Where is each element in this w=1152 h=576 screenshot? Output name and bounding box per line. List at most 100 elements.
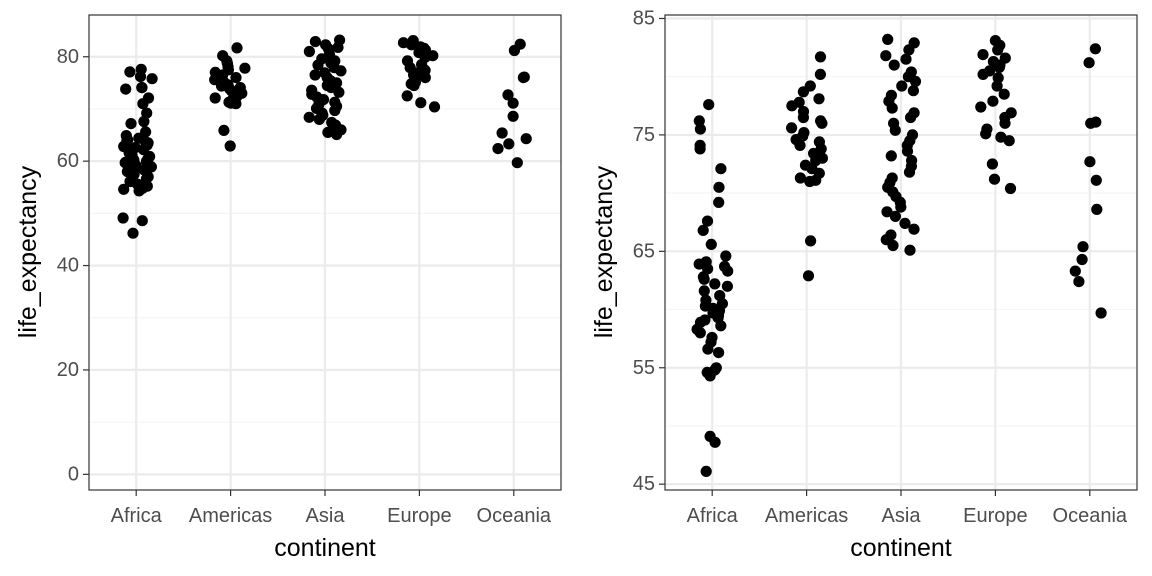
x-tick-label-asia: Asia bbox=[882, 505, 922, 527]
data-point-asia bbox=[881, 206, 893, 218]
data-point-africa bbox=[141, 107, 153, 119]
x-tick-label-europe: Europe bbox=[387, 505, 452, 527]
x-tick-label-americas: Americas bbox=[765, 505, 848, 527]
data-point-europe bbox=[999, 117, 1011, 129]
data-point-oceania bbox=[507, 110, 519, 122]
data-point-europe bbox=[998, 88, 1010, 100]
data-point-asia bbox=[882, 33, 894, 46]
data-point-asia bbox=[335, 65, 347, 77]
data-point-americas bbox=[813, 93, 825, 105]
data-point-africa bbox=[693, 258, 705, 270]
data-point-americas bbox=[231, 42, 243, 54]
data-point-oceania bbox=[511, 157, 523, 169]
data-point-americas bbox=[218, 124, 230, 136]
data-point-oceania bbox=[1085, 117, 1097, 129]
data-point-asia bbox=[899, 217, 911, 229]
data-point-asia bbox=[905, 111, 917, 124]
x-axis-title: continent bbox=[850, 534, 952, 562]
data-point-europe bbox=[415, 97, 427, 109]
x-tick-label-americas: Americas bbox=[189, 505, 272, 527]
data-point-europe bbox=[980, 128, 992, 140]
data-point-asia bbox=[908, 223, 920, 235]
data-point-americas bbox=[230, 98, 242, 110]
data-point-africa bbox=[704, 370, 716, 382]
data-point-africa bbox=[705, 238, 717, 250]
data-point-africa bbox=[713, 181, 725, 193]
data-point-oceania bbox=[507, 97, 519, 109]
data-point-asia bbox=[885, 150, 897, 162]
x-tick-label-africa: Africa bbox=[687, 505, 739, 527]
data-point-europe bbox=[975, 101, 987, 113]
data-point-asia bbox=[903, 44, 915, 56]
data-point-americas bbox=[797, 111, 810, 124]
data-point-africa bbox=[138, 115, 150, 128]
data-point-europe bbox=[401, 90, 413, 102]
data-point-africa bbox=[721, 280, 734, 292]
data-point-africa bbox=[697, 224, 709, 236]
data-point-asia bbox=[322, 126, 334, 138]
data-point-africa bbox=[701, 215, 714, 227]
data-point-oceania bbox=[1091, 203, 1103, 215]
data-point-africa bbox=[694, 143, 706, 155]
data-point-africa bbox=[709, 278, 721, 290]
data-point-africa bbox=[702, 343, 714, 355]
data-point-asia bbox=[303, 45, 315, 58]
x-axis-title: continent bbox=[274, 534, 376, 562]
data-point-africa bbox=[694, 123, 707, 135]
data-point-americas bbox=[215, 80, 228, 92]
data-point-europe bbox=[1004, 182, 1017, 195]
data-point-africa bbox=[120, 83, 132, 95]
data-point-americas bbox=[209, 92, 221, 104]
x-tick-label-asia: Asia bbox=[306, 505, 346, 527]
y-tick-label: 55 bbox=[633, 357, 655, 379]
data-point-oceania bbox=[496, 127, 508, 139]
y-tick-label: 65 bbox=[633, 240, 655, 262]
data-point-europe bbox=[993, 61, 1006, 73]
data-point-asia bbox=[309, 69, 321, 81]
data-point-africa bbox=[136, 82, 148, 94]
data-point-americas bbox=[794, 139, 806, 151]
x-tick-label-oceania: Oceania bbox=[477, 505, 552, 527]
data-point-americas bbox=[797, 86, 810, 98]
data-point-africa bbox=[118, 183, 130, 195]
data-point-americas bbox=[816, 117, 828, 129]
data-point-asia bbox=[889, 124, 901, 136]
data-point-africa bbox=[124, 66, 136, 78]
data-point-oceania bbox=[1089, 43, 1101, 55]
data-point-asia bbox=[880, 50, 892, 62]
data-point-africa bbox=[715, 320, 727, 332]
chart-panel-2: 45 55 65 75 85 Africa Americas Asia Europe Oceani… bbox=[590, 7, 1138, 562]
data-point-africa bbox=[146, 73, 158, 85]
data-point-americas bbox=[814, 51, 827, 63]
data-point-asia bbox=[900, 53, 912, 65]
x-tick-label-europe: Europe bbox=[963, 505, 1028, 527]
data-point-oceania bbox=[1090, 174, 1102, 186]
data-point-africa bbox=[713, 196, 725, 208]
data-point-africa bbox=[133, 185, 145, 197]
data-point-europe bbox=[986, 158, 999, 170]
data-point-africa bbox=[713, 347, 725, 359]
data-point-oceania bbox=[1069, 265, 1081, 277]
data-point-europe bbox=[988, 173, 1001, 185]
data-point-africa bbox=[715, 163, 727, 175]
y-tick-label: 40 bbox=[57, 255, 79, 277]
data-point-oceania bbox=[508, 44, 520, 57]
data-point-europe bbox=[977, 49, 989, 61]
data-point-africa bbox=[134, 71, 147, 83]
data-point-asia bbox=[333, 86, 345, 98]
data-point-europe bbox=[991, 80, 1003, 92]
data-point-asia bbox=[886, 102, 898, 114]
data-point-asia bbox=[907, 85, 920, 97]
data-point-africa bbox=[694, 327, 706, 339]
data-point-europe bbox=[987, 95, 999, 107]
y-tick-label: 20 bbox=[57, 359, 79, 381]
data-point-asia bbox=[895, 201, 907, 213]
data-point-europe bbox=[405, 39, 418, 51]
data-point-asia bbox=[313, 113, 325, 125]
data-point-oceania bbox=[1083, 57, 1095, 69]
data-point-africa bbox=[698, 273, 710, 285]
data-point-oceania bbox=[1076, 253, 1088, 266]
data-point-africa bbox=[137, 98, 149, 110]
